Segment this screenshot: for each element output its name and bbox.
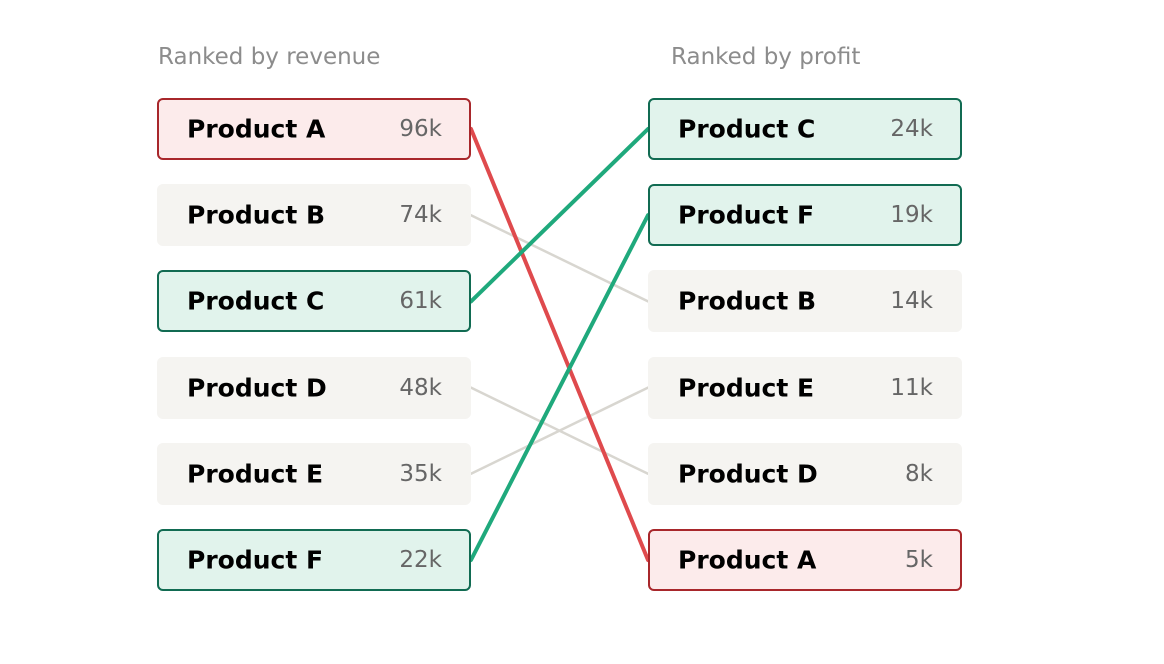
connector-product-b [469, 213, 650, 303]
product-value: 22k [399, 547, 442, 573]
product-value: 14k [890, 288, 933, 315]
revenue-rank-card-product-e: Product E 35k [157, 442, 471, 505]
product-name: Product E [678, 373, 815, 403]
profit-rank-card-product-f: Product F 19k [648, 184, 962, 247]
product-name: Product C [187, 286, 325, 316]
profit-column-heading: Ranked by profit [671, 44, 861, 70]
product-value: 61k [399, 288, 442, 315]
product-name: Product B [678, 286, 817, 316]
revenue-column-heading: Ranked by revenue [158, 44, 381, 70]
profit-rank-card-product-a: Product A 5k [648, 529, 962, 591]
product-name: Product C [678, 114, 816, 144]
revenue-rank-card-product-f: Product F 22k [157, 529, 471, 591]
product-value: 35k [399, 460, 442, 487]
product-name: Product F [187, 545, 324, 575]
product-name: Product D [678, 459, 818, 489]
product-value: 24k [890, 116, 933, 142]
product-value: 48k [399, 374, 442, 401]
revenue-rank-card-product-a: Product A 96k [157, 98, 471, 160]
product-name: Product F [678, 200, 815, 230]
connector-product-f [469, 213, 650, 562]
profit-rank-card-product-b: Product B 14k [648, 270, 962, 333]
product-value: 19k [890, 202, 933, 229]
profit-rank-card-product-d: Product D 8k [648, 442, 962, 505]
product-value: 11k [890, 374, 933, 401]
revenue-rank-card-product-c: Product C 61k [157, 270, 471, 333]
connector-product-e [469, 386, 650, 476]
revenue-rank-card-product-b: Product B 74k [157, 184, 471, 247]
product-name: Product D [187, 373, 327, 403]
product-name: Product B [187, 200, 326, 230]
revenue-rank-card-product-d: Product D 48k [157, 356, 471, 419]
product-value: 5k [905, 547, 933, 573]
product-value: 74k [399, 202, 442, 229]
profit-rank-card-product-c: Product C 24k [648, 98, 962, 160]
product-value: 96k [399, 116, 442, 142]
product-name: Product A [678, 545, 817, 575]
profit-rank-card-product-e: Product E 11k [648, 356, 962, 419]
product-name: Product E [187, 459, 324, 489]
connector-product-a [469, 127, 650, 562]
connector-product-c [469, 127, 650, 304]
product-value: 8k [905, 460, 933, 487]
product-name: Product A [187, 114, 326, 144]
